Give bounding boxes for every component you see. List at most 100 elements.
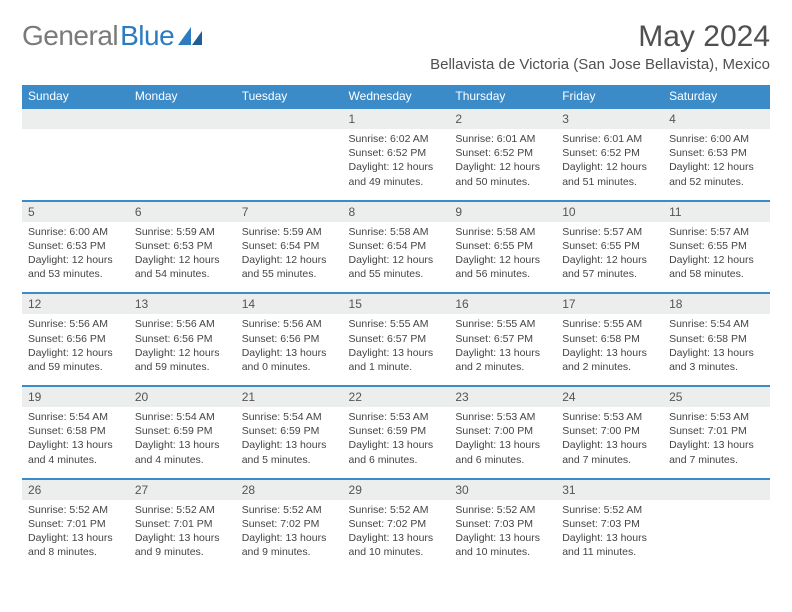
day-number: 20 bbox=[129, 386, 236, 407]
daylight-text: Daylight: 13 hours and 4 minutes. bbox=[28, 438, 123, 466]
sunrise-text: Sunrise: 5:52 AM bbox=[135, 503, 230, 517]
day-detail: Sunrise: 5:52 AMSunset: 7:03 PMDaylight:… bbox=[449, 500, 556, 562]
daylight-text: Daylight: 13 hours and 7 minutes. bbox=[562, 438, 657, 466]
dayhead-sat: Saturday bbox=[663, 85, 770, 108]
calendar-body: 1234Sunrise: 6:02 AMSunset: 6:52 PMDayli… bbox=[22, 108, 770, 561]
day-number: 27 bbox=[129, 479, 236, 500]
day-detail: Sunrise: 5:52 AMSunset: 7:01 PMDaylight:… bbox=[22, 500, 129, 562]
sunset-text: Sunset: 7:03 PM bbox=[455, 517, 550, 531]
day-detail: Sunrise: 5:52 AMSunset: 7:01 PMDaylight:… bbox=[129, 500, 236, 562]
daylight-text: Daylight: 12 hours and 49 minutes. bbox=[349, 160, 444, 188]
sunrise-text: Sunrise: 5:52 AM bbox=[349, 503, 444, 517]
week-separator bbox=[22, 283, 770, 293]
daylight-text: Daylight: 13 hours and 0 minutes. bbox=[242, 346, 337, 374]
day-detail: Sunrise: 6:02 AMSunset: 6:52 PMDaylight:… bbox=[343, 129, 450, 191]
title-block: May 2024 Bellavista de Victoria (San Jos… bbox=[430, 20, 770, 81]
sunrise-text: Sunrise: 5:52 AM bbox=[455, 503, 550, 517]
daylight-text: Daylight: 13 hours and 10 minutes. bbox=[455, 531, 550, 559]
day-number: 5 bbox=[22, 201, 129, 222]
sunset-text: Sunset: 6:56 PM bbox=[28, 332, 123, 346]
sunset-text: Sunset: 7:02 PM bbox=[349, 517, 444, 531]
day-detail bbox=[236, 129, 343, 191]
sunrise-text: Sunrise: 6:01 AM bbox=[455, 132, 550, 146]
daynum-row: 567891011 bbox=[22, 201, 770, 222]
sunrise-text: Sunrise: 5:59 AM bbox=[242, 225, 337, 239]
sunset-text: Sunset: 6:58 PM bbox=[28, 424, 123, 438]
sunrise-text: Sunrise: 5:57 AM bbox=[669, 225, 764, 239]
day-detail: Sunrise: 5:54 AMSunset: 6:59 PMDaylight:… bbox=[129, 407, 236, 469]
daylight-text: Daylight: 13 hours and 11 minutes. bbox=[562, 531, 657, 559]
sunrise-text: Sunrise: 5:58 AM bbox=[349, 225, 444, 239]
daylight-text: Daylight: 12 hours and 59 minutes. bbox=[135, 346, 230, 374]
sunset-text: Sunset: 6:53 PM bbox=[135, 239, 230, 253]
day-detail: Sunrise: 5:52 AMSunset: 7:03 PMDaylight:… bbox=[556, 500, 663, 562]
sunset-text: Sunset: 6:56 PM bbox=[135, 332, 230, 346]
sunrise-text: Sunrise: 5:54 AM bbox=[669, 317, 764, 331]
sunrise-text: Sunrise: 5:55 AM bbox=[562, 317, 657, 331]
daylight-text: Daylight: 13 hours and 3 minutes. bbox=[669, 346, 764, 374]
sunrise-text: Sunrise: 5:59 AM bbox=[135, 225, 230, 239]
day-number: 26 bbox=[22, 479, 129, 500]
day-header-row: Sunday Monday Tuesday Wednesday Thursday… bbox=[22, 85, 770, 108]
day-number: 15 bbox=[343, 293, 450, 314]
sunrise-text: Sunrise: 5:52 AM bbox=[28, 503, 123, 517]
logo-text-1: General bbox=[22, 20, 118, 52]
sunrise-text: Sunrise: 6:00 AM bbox=[669, 132, 764, 146]
day-number: 11 bbox=[663, 201, 770, 222]
sunset-text: Sunset: 7:00 PM bbox=[562, 424, 657, 438]
daylight-text: Daylight: 13 hours and 2 minutes. bbox=[455, 346, 550, 374]
sunset-text: Sunset: 6:54 PM bbox=[242, 239, 337, 253]
day-number: 21 bbox=[236, 386, 343, 407]
dayhead-wed: Wednesday bbox=[343, 85, 450, 108]
day-number bbox=[236, 108, 343, 129]
day-detail bbox=[129, 129, 236, 191]
sunrise-text: Sunrise: 5:52 AM bbox=[562, 503, 657, 517]
sunset-text: Sunset: 6:52 PM bbox=[562, 146, 657, 160]
day-number: 9 bbox=[449, 201, 556, 222]
month-title: May 2024 bbox=[430, 20, 770, 54]
day-detail: Sunrise: 6:01 AMSunset: 6:52 PMDaylight:… bbox=[449, 129, 556, 191]
daylight-text: Daylight: 13 hours and 9 minutes. bbox=[242, 531, 337, 559]
daylight-text: Daylight: 13 hours and 6 minutes. bbox=[349, 438, 444, 466]
day-detail: Sunrise: 5:57 AMSunset: 6:55 PMDaylight:… bbox=[556, 222, 663, 284]
week-separator bbox=[22, 376, 770, 386]
day-number: 30 bbox=[449, 479, 556, 500]
day-detail: Sunrise: 5:57 AMSunset: 6:55 PMDaylight:… bbox=[663, 222, 770, 284]
logo: GeneralBlue bbox=[22, 20, 204, 52]
sunrise-text: Sunrise: 5:57 AM bbox=[562, 225, 657, 239]
daynum-row: 19202122232425 bbox=[22, 386, 770, 407]
day-number: 16 bbox=[449, 293, 556, 314]
sunrise-text: Sunrise: 5:53 AM bbox=[562, 410, 657, 424]
day-number: 29 bbox=[343, 479, 450, 500]
sunset-text: Sunset: 6:58 PM bbox=[669, 332, 764, 346]
day-detail: Sunrise: 5:58 AMSunset: 6:55 PMDaylight:… bbox=[449, 222, 556, 284]
day-number: 28 bbox=[236, 479, 343, 500]
daylight-text: Daylight: 12 hours and 56 minutes. bbox=[455, 253, 550, 281]
sunset-text: Sunset: 7:01 PM bbox=[28, 517, 123, 531]
day-detail: Sunrise: 5:56 AMSunset: 6:56 PMDaylight:… bbox=[129, 314, 236, 376]
sunset-text: Sunset: 6:59 PM bbox=[135, 424, 230, 438]
daylight-text: Daylight: 12 hours and 57 minutes. bbox=[562, 253, 657, 281]
day-detail bbox=[663, 500, 770, 562]
daylight-text: Daylight: 13 hours and 4 minutes. bbox=[135, 438, 230, 466]
sunrise-text: Sunrise: 5:52 AM bbox=[242, 503, 337, 517]
daynum-row: 1234 bbox=[22, 108, 770, 129]
logo-text-2: Blue bbox=[120, 20, 174, 52]
daynum-row: 12131415161718 bbox=[22, 293, 770, 314]
dayhead-thu: Thursday bbox=[449, 85, 556, 108]
week-separator bbox=[22, 469, 770, 479]
header: GeneralBlue May 2024 Bellavista de Victo… bbox=[22, 20, 770, 81]
day-detail: Sunrise: 5:54 AMSunset: 6:58 PMDaylight:… bbox=[22, 407, 129, 469]
sunset-text: Sunset: 6:55 PM bbox=[669, 239, 764, 253]
day-detail: Sunrise: 5:59 AMSunset: 6:54 PMDaylight:… bbox=[236, 222, 343, 284]
detail-row: Sunrise: 5:56 AMSunset: 6:56 PMDaylight:… bbox=[22, 314, 770, 376]
day-number: 17 bbox=[556, 293, 663, 314]
day-detail: Sunrise: 5:53 AMSunset: 7:01 PMDaylight:… bbox=[663, 407, 770, 469]
sunrise-text: Sunrise: 5:56 AM bbox=[28, 317, 123, 331]
day-detail: Sunrise: 5:53 AMSunset: 7:00 PMDaylight:… bbox=[449, 407, 556, 469]
day-detail: Sunrise: 6:01 AMSunset: 6:52 PMDaylight:… bbox=[556, 129, 663, 191]
sunset-text: Sunset: 6:59 PM bbox=[349, 424, 444, 438]
sunrise-text: Sunrise: 5:55 AM bbox=[455, 317, 550, 331]
sunset-text: Sunset: 6:57 PM bbox=[349, 332, 444, 346]
day-detail: Sunrise: 5:53 AMSunset: 7:00 PMDaylight:… bbox=[556, 407, 663, 469]
